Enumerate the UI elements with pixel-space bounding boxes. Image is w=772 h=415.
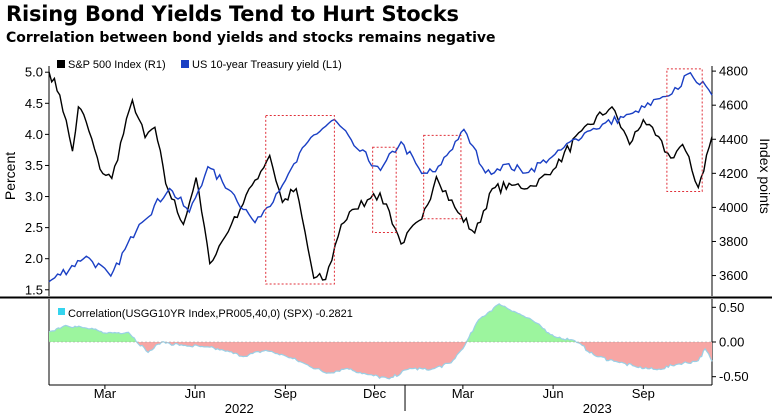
corr-line: [48, 303, 713, 380]
corr-negative-area: [49, 342, 712, 379]
correlation-plot-area: 0.50 0.00 -0.50: [48, 300, 749, 384]
x-axis-tick-label: Mar: [94, 386, 117, 401]
right-axis-label: Index points: [757, 138, 772, 214]
left-axis-tick-label: 3.5: [25, 158, 43, 173]
right-axis-tick-label: 3600: [719, 268, 748, 283]
x-axis-tick-label: Dec: [363, 386, 387, 401]
main-legend: S&P 500 Index (R1) US 10-year Treasury y…: [55, 57, 363, 75]
x-axis: Mar Jun Sep Dec Mar Jun Sep 2022 2023: [94, 385, 655, 415]
left-axis-tick-label: 5.0: [25, 65, 43, 80]
x-axis-tick-label: Jun: [543, 386, 564, 401]
legend-label-correlation: Correlation(USGG10YR Index,PR005,40,0) (…: [68, 308, 353, 320]
legend-label-yield: US 10-year Treasury yield (L1): [192, 59, 342, 71]
corr-axis-tick-label: 0.00: [719, 335, 744, 350]
left-axis-tick-label: 1.5: [25, 282, 43, 297]
series-line-spx: [48, 71, 713, 281]
highlight-box: [265, 114, 335, 285]
highlight-box: [423, 134, 462, 220]
left-axis-tick-label: 2.5: [25, 220, 43, 235]
legend-label-spx: S&P 500 Index (R1): [68, 59, 166, 71]
highlight-box: [372, 146, 397, 234]
legend-swatch-yield: [181, 60, 189, 68]
x-axis-tick-label: Sep: [274, 386, 297, 401]
x-axis-tick-label: Jun: [185, 386, 206, 401]
x-axis-year-label: 2023: [583, 401, 612, 415]
left-axis-tick-label: 4.0: [25, 127, 43, 142]
series-line-yield: [48, 71, 713, 283]
corr-axis-tick-label: -0.50: [719, 369, 749, 384]
x-axis-tick-label: Sep: [632, 386, 655, 401]
chart-title: Rising Bond Yields Tend to Hurt Stocks: [6, 2, 459, 26]
x-axis-tick-label: Mar: [452, 386, 475, 401]
right-axis-tick-label: 4000: [719, 200, 748, 215]
right-axis-tick-label: 4600: [719, 98, 748, 113]
left-axis-tick-label: 3.0: [25, 189, 43, 204]
corr-axis-tick-label: 0.50: [719, 300, 744, 315]
left-axis-tick-label: 4.5: [25, 96, 43, 111]
right-axis-tick-label: 4800: [719, 64, 748, 79]
right-axis-tick-label: 4400: [719, 132, 748, 147]
right-axis-tick-label: 4200: [719, 166, 748, 181]
chart-subtitle: Correlation between bond yields and stoc…: [6, 30, 496, 46]
correlation-legend: Correlation(USGG10YR Index,PR005,40,0) (…: [55, 305, 367, 321]
left-axis-label: Percent: [2, 152, 18, 200]
highlight-box: [666, 68, 703, 192]
right-axis-tick-label: 3800: [719, 234, 748, 249]
x-axis-year-label: 2022: [225, 401, 254, 415]
legend-swatch-correlation: [58, 308, 65, 315]
main-plot-area: 1.5 2.0 2.5 3.0 3.5 4.0 4.5 5.0 3600 3800 4000 4200…: [25, 64, 748, 298]
legend-swatch-spx: [57, 60, 65, 68]
left-axis-tick-label: 2.0: [25, 251, 43, 266]
